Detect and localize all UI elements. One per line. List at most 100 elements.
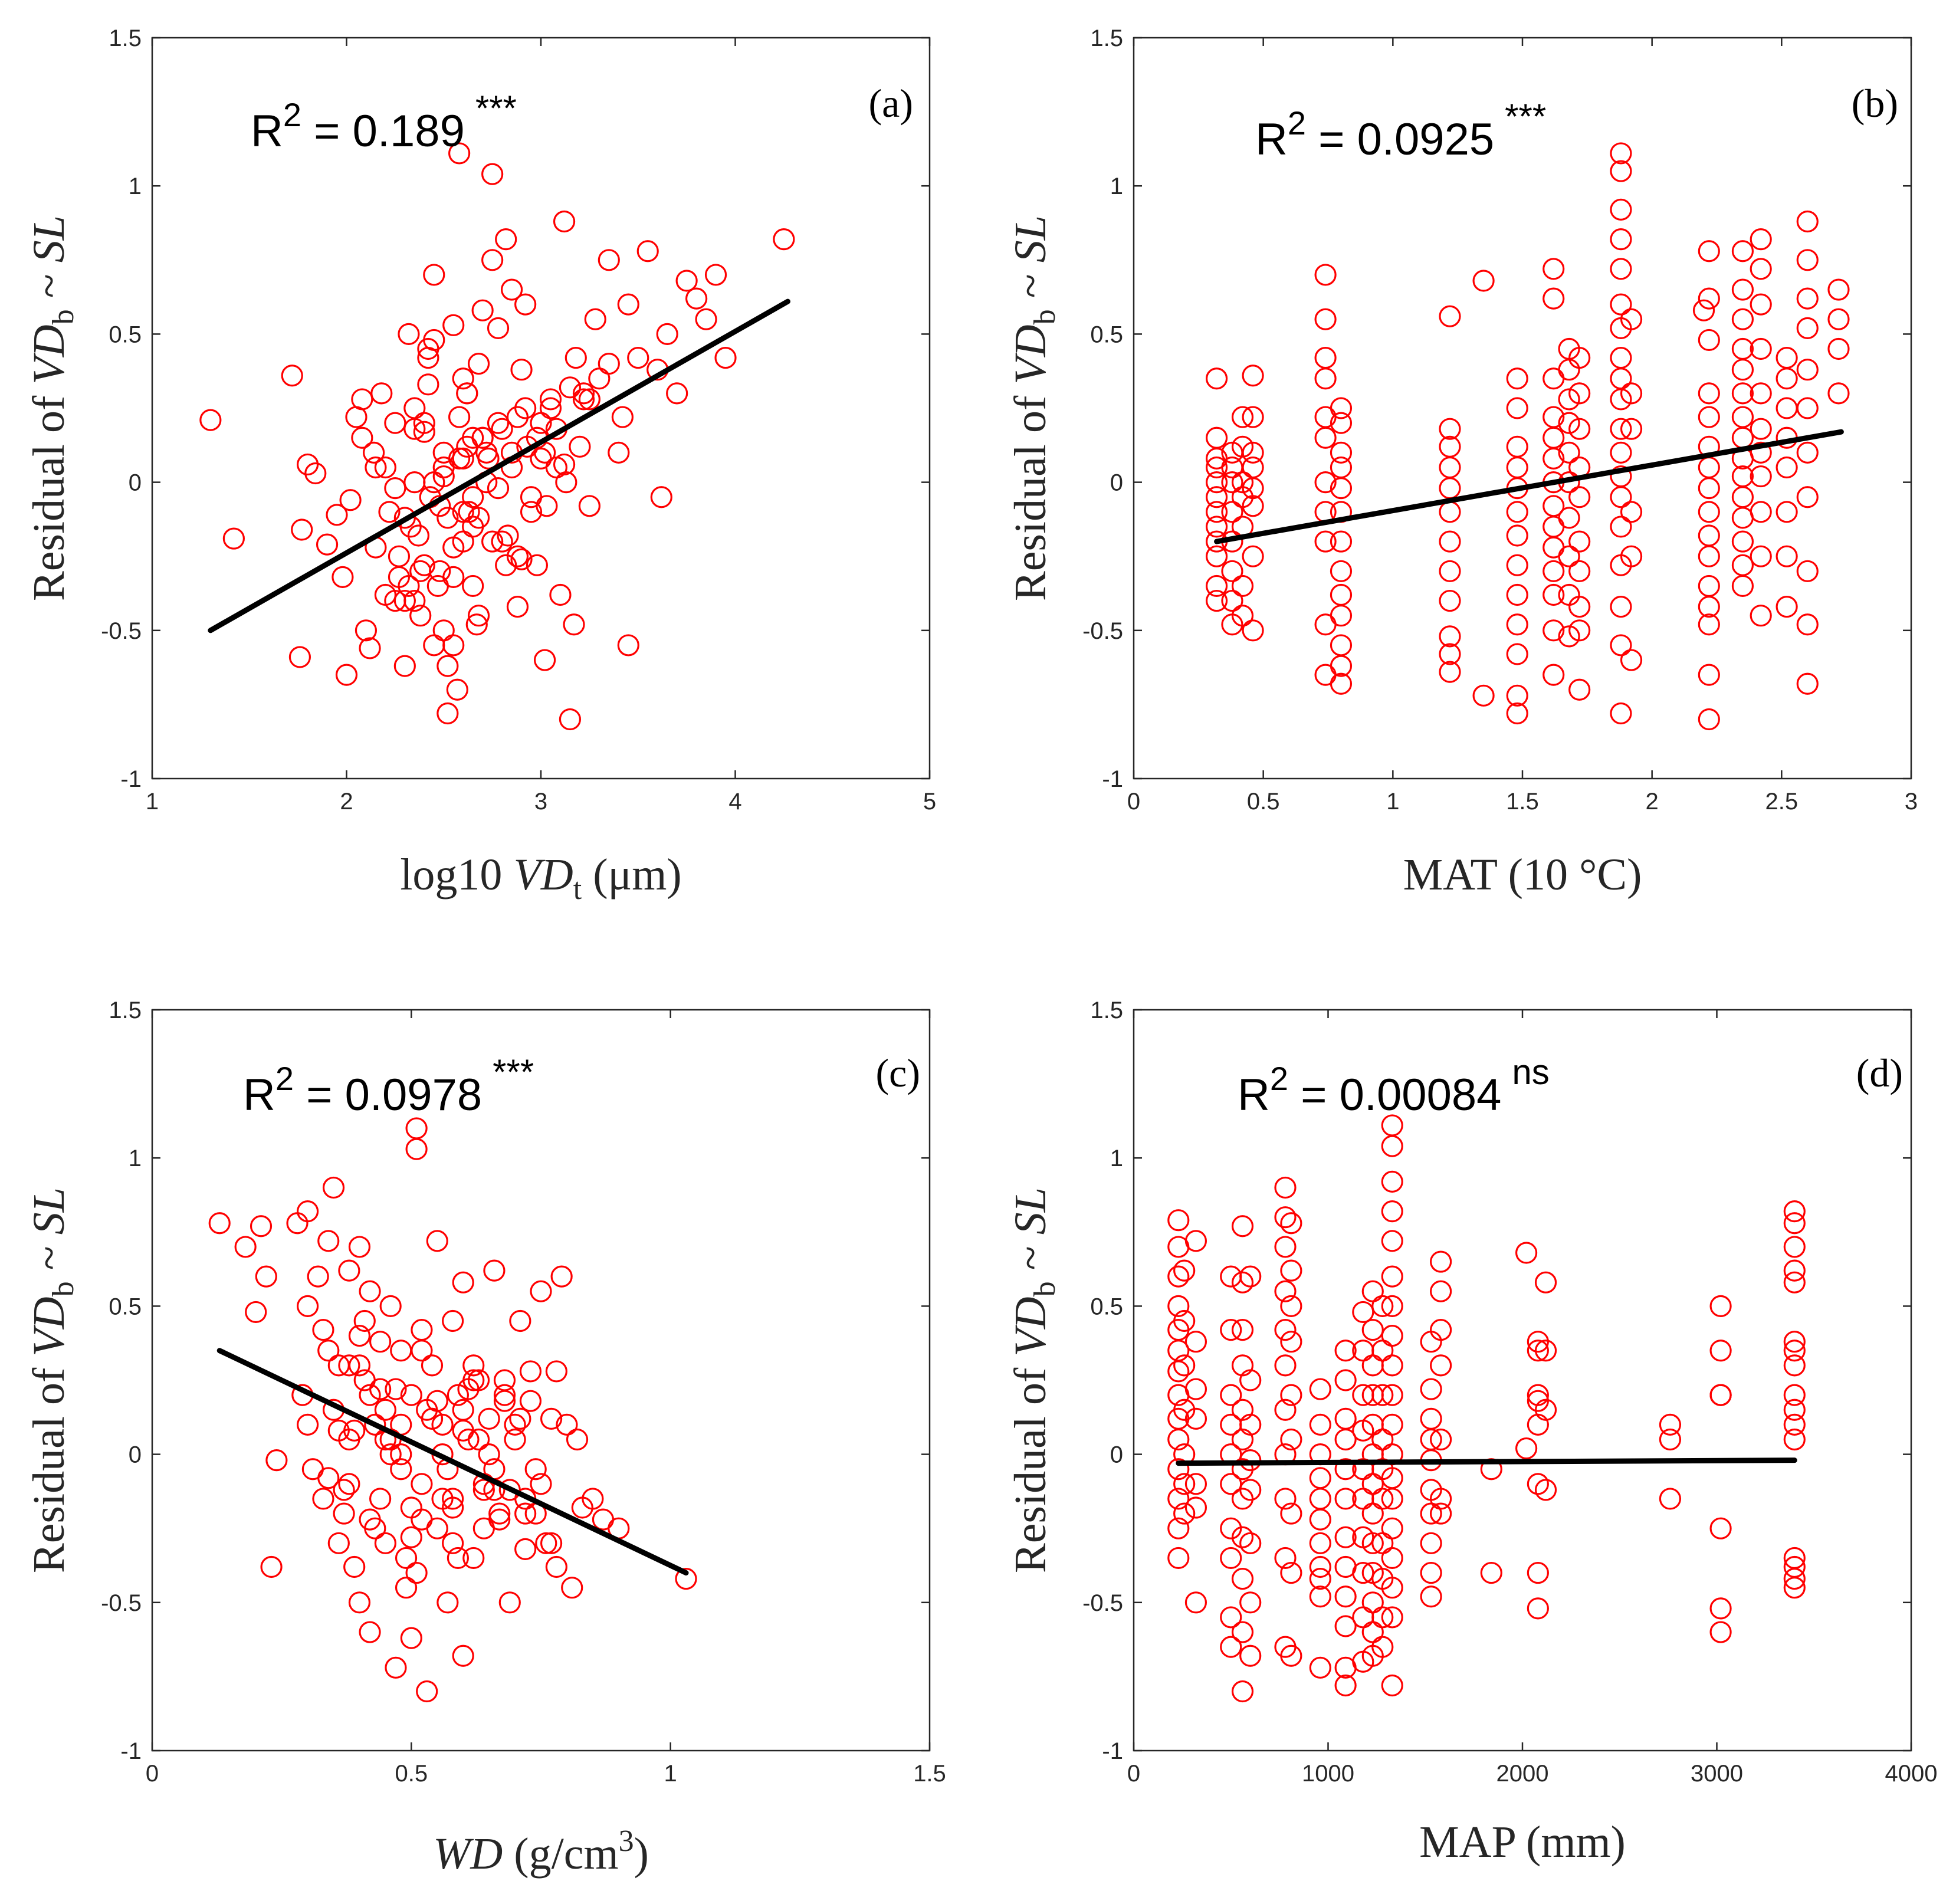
data-point xyxy=(1698,596,1720,618)
data-point xyxy=(1506,501,1528,523)
data-point xyxy=(390,1458,412,1480)
data-point xyxy=(442,1532,464,1554)
y-tick-label: 1.5 xyxy=(1090,997,1123,1023)
data-point xyxy=(483,1259,506,1282)
data-point xyxy=(1439,305,1461,327)
data-point xyxy=(335,664,358,686)
data-point xyxy=(1783,1413,1806,1436)
data-point xyxy=(1381,1384,1403,1406)
data-point xyxy=(497,524,519,547)
data-point xyxy=(1242,619,1264,642)
data-point xyxy=(234,1236,257,1258)
data-point xyxy=(1750,228,1772,251)
data-point xyxy=(1543,560,1565,582)
data-point xyxy=(1698,501,1720,523)
data-point xyxy=(563,613,585,636)
data-point xyxy=(477,447,500,470)
data-point xyxy=(506,596,529,618)
data-point xyxy=(1314,308,1337,330)
data-point xyxy=(1568,596,1591,618)
ylabel-prefix: Residual of xyxy=(1006,1357,1055,1573)
data-point xyxy=(423,264,445,286)
data-point xyxy=(413,421,435,443)
data-point xyxy=(491,418,513,440)
r2-exponent: 2 xyxy=(1270,1060,1288,1097)
data-point xyxy=(509,1407,531,1430)
data-point xyxy=(405,1561,428,1584)
data-point xyxy=(1568,418,1591,440)
data-point xyxy=(413,412,435,434)
data-point xyxy=(1184,1378,1207,1400)
data-point xyxy=(1827,337,1850,360)
data-point xyxy=(1610,486,1632,508)
panel-label: (a) xyxy=(869,81,913,126)
data-point xyxy=(1568,619,1591,642)
data-point xyxy=(617,634,639,656)
data-point xyxy=(265,1449,288,1472)
data-point xyxy=(327,1532,350,1554)
data-point xyxy=(1698,240,1720,262)
x-tick-label: 1 xyxy=(1386,789,1399,815)
data-point xyxy=(1783,1259,1806,1282)
r2-letter: R xyxy=(243,1070,275,1120)
data-point xyxy=(685,287,708,310)
data-point xyxy=(520,486,543,508)
data-point xyxy=(1184,1591,1207,1614)
data-point xyxy=(369,1378,392,1400)
data-point xyxy=(327,1419,350,1442)
data-point xyxy=(1220,1473,1242,1495)
data-point xyxy=(1205,471,1228,494)
data-point xyxy=(1330,397,1353,419)
data-point xyxy=(462,575,484,598)
r2-value: = 0.189 xyxy=(301,106,465,156)
x-tick-label: 1.5 xyxy=(913,1761,946,1787)
data-point xyxy=(509,1309,531,1332)
data-point xyxy=(421,1407,444,1430)
r2-value: = 0.0978 xyxy=(294,1070,482,1120)
data-point xyxy=(452,1271,474,1294)
data-point xyxy=(448,406,471,428)
data-point xyxy=(1167,1265,1190,1288)
data-point xyxy=(456,382,478,405)
data-point xyxy=(1274,1206,1297,1229)
x-tick-label: 0 xyxy=(1127,1761,1140,1787)
data-point xyxy=(400,1627,422,1649)
data-point xyxy=(374,1532,397,1554)
data-point xyxy=(1568,486,1591,508)
data-point xyxy=(1381,1488,1403,1510)
data-point xyxy=(1698,664,1720,686)
ylabel-prefix: Residual of xyxy=(1006,385,1055,601)
data-point xyxy=(348,1354,371,1377)
data-point xyxy=(343,1555,366,1578)
data-point xyxy=(1205,486,1228,508)
data-point xyxy=(393,655,416,677)
data-point xyxy=(1515,1437,1538,1460)
data-point xyxy=(316,533,339,556)
data-point xyxy=(1620,308,1643,330)
data-point xyxy=(584,308,606,330)
ylabel-variable: VD xyxy=(1006,1296,1055,1356)
data-point xyxy=(530,447,552,470)
data-point xyxy=(385,1656,407,1679)
data-point xyxy=(390,1443,412,1466)
data-point xyxy=(448,142,471,165)
x-tick-label: 1.5 xyxy=(1506,789,1539,815)
data-point xyxy=(1783,1331,1806,1353)
data-point xyxy=(1796,441,1819,464)
data-point xyxy=(1239,1265,1262,1288)
data-point xyxy=(1698,382,1720,405)
data-point xyxy=(1506,367,1528,390)
significance-marker: *** xyxy=(475,88,517,128)
data-point xyxy=(398,575,420,598)
data-point xyxy=(1242,406,1264,428)
ylabel-tilde: ~ xyxy=(24,1235,74,1281)
data-point xyxy=(582,1488,604,1510)
data-point xyxy=(442,1488,464,1510)
data-point xyxy=(549,583,572,606)
ylabel-variable-2: SL xyxy=(24,215,74,262)
data-point xyxy=(467,605,490,627)
data-point xyxy=(1731,308,1754,330)
data-point xyxy=(1184,1331,1207,1353)
data-point xyxy=(1439,418,1461,440)
data-point xyxy=(1534,1399,1557,1421)
